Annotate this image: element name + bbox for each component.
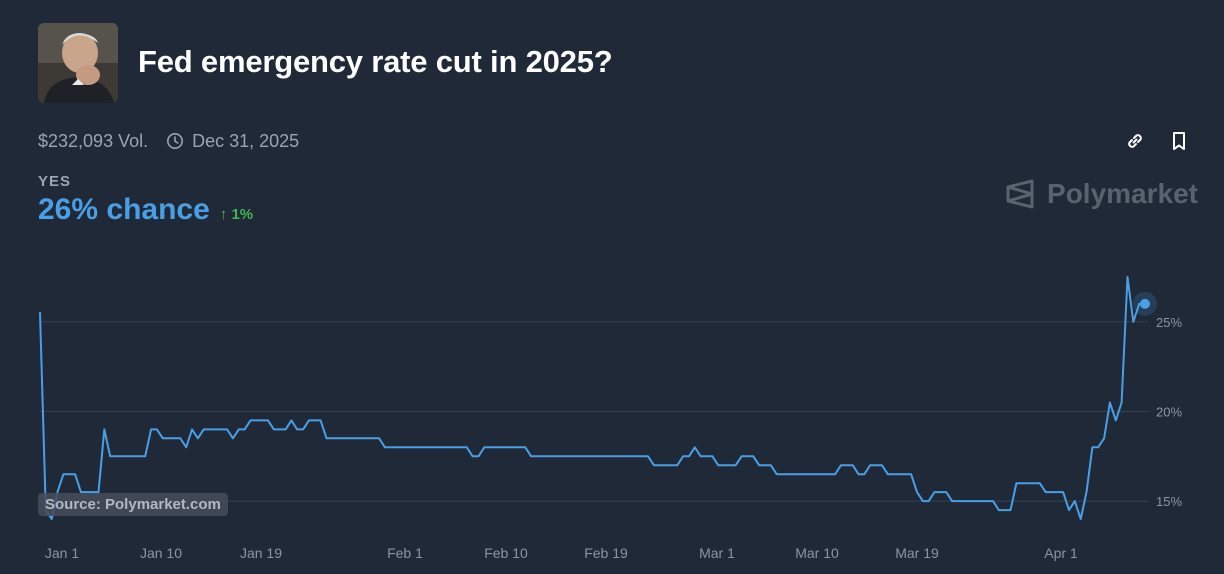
outcome-label: YES bbox=[38, 173, 72, 190]
bookmark-button[interactable] bbox=[1168, 130, 1190, 152]
market-meta: $232,093 Vol. Dec 31, 2025 bbox=[38, 130, 299, 152]
polymarket-logo-icon bbox=[1006, 179, 1034, 209]
link-icon bbox=[1128, 134, 1142, 148]
y-tick-label: 25% bbox=[1156, 315, 1182, 330]
source-label: Source: Polymarket.com bbox=[38, 493, 228, 516]
last-point-marker bbox=[1140, 298, 1150, 309]
x-tick-label: Mar 19 bbox=[895, 545, 939, 561]
chance-value: 26% chance bbox=[38, 193, 210, 226]
x-tick-label: Apr 1 bbox=[1044, 545, 1078, 561]
volume-text: $232,093 Vol. bbox=[38, 130, 149, 151]
x-tick-label: Jan 19 bbox=[240, 545, 282, 561]
y-tick-label: 15% bbox=[1156, 494, 1182, 509]
x-tick-label: Jan 10 bbox=[140, 545, 182, 561]
brand-watermark: Polymarket bbox=[1005, 178, 1198, 210]
market-actions bbox=[1124, 130, 1190, 152]
market-avatar bbox=[38, 23, 118, 103]
clock-icon bbox=[166, 132, 184, 150]
copy-link-button[interactable] bbox=[1124, 130, 1146, 152]
chance-change-value: 1% bbox=[231, 206, 254, 223]
x-tick-label: Feb 10 bbox=[484, 545, 528, 561]
x-tick-label: Feb 1 bbox=[387, 545, 423, 561]
series-line bbox=[39, 276, 1146, 520]
x-tick-label: Feb 19 bbox=[584, 545, 628, 561]
end-date-text: Dec 31, 2025 bbox=[192, 130, 300, 151]
chance-row: 26% chance ↑ 1% bbox=[38, 193, 253, 227]
chance-change: ↑ 1% bbox=[220, 206, 253, 223]
bookmark-icon bbox=[1173, 132, 1185, 150]
arrow-up-icon: ↑ bbox=[219, 206, 228, 223]
x-tick-label: Mar 10 bbox=[795, 545, 839, 561]
x-tick-label: Mar 1 bbox=[699, 545, 735, 561]
brand-name: Polymarket bbox=[1047, 178, 1198, 209]
portrait-photo bbox=[38, 23, 118, 103]
x-tick-label: Jan 1 bbox=[45, 545, 79, 561]
y-tick-label: 20% bbox=[1156, 404, 1182, 419]
market-title: Fed emergency rate cut in 2025? bbox=[138, 44, 613, 79]
